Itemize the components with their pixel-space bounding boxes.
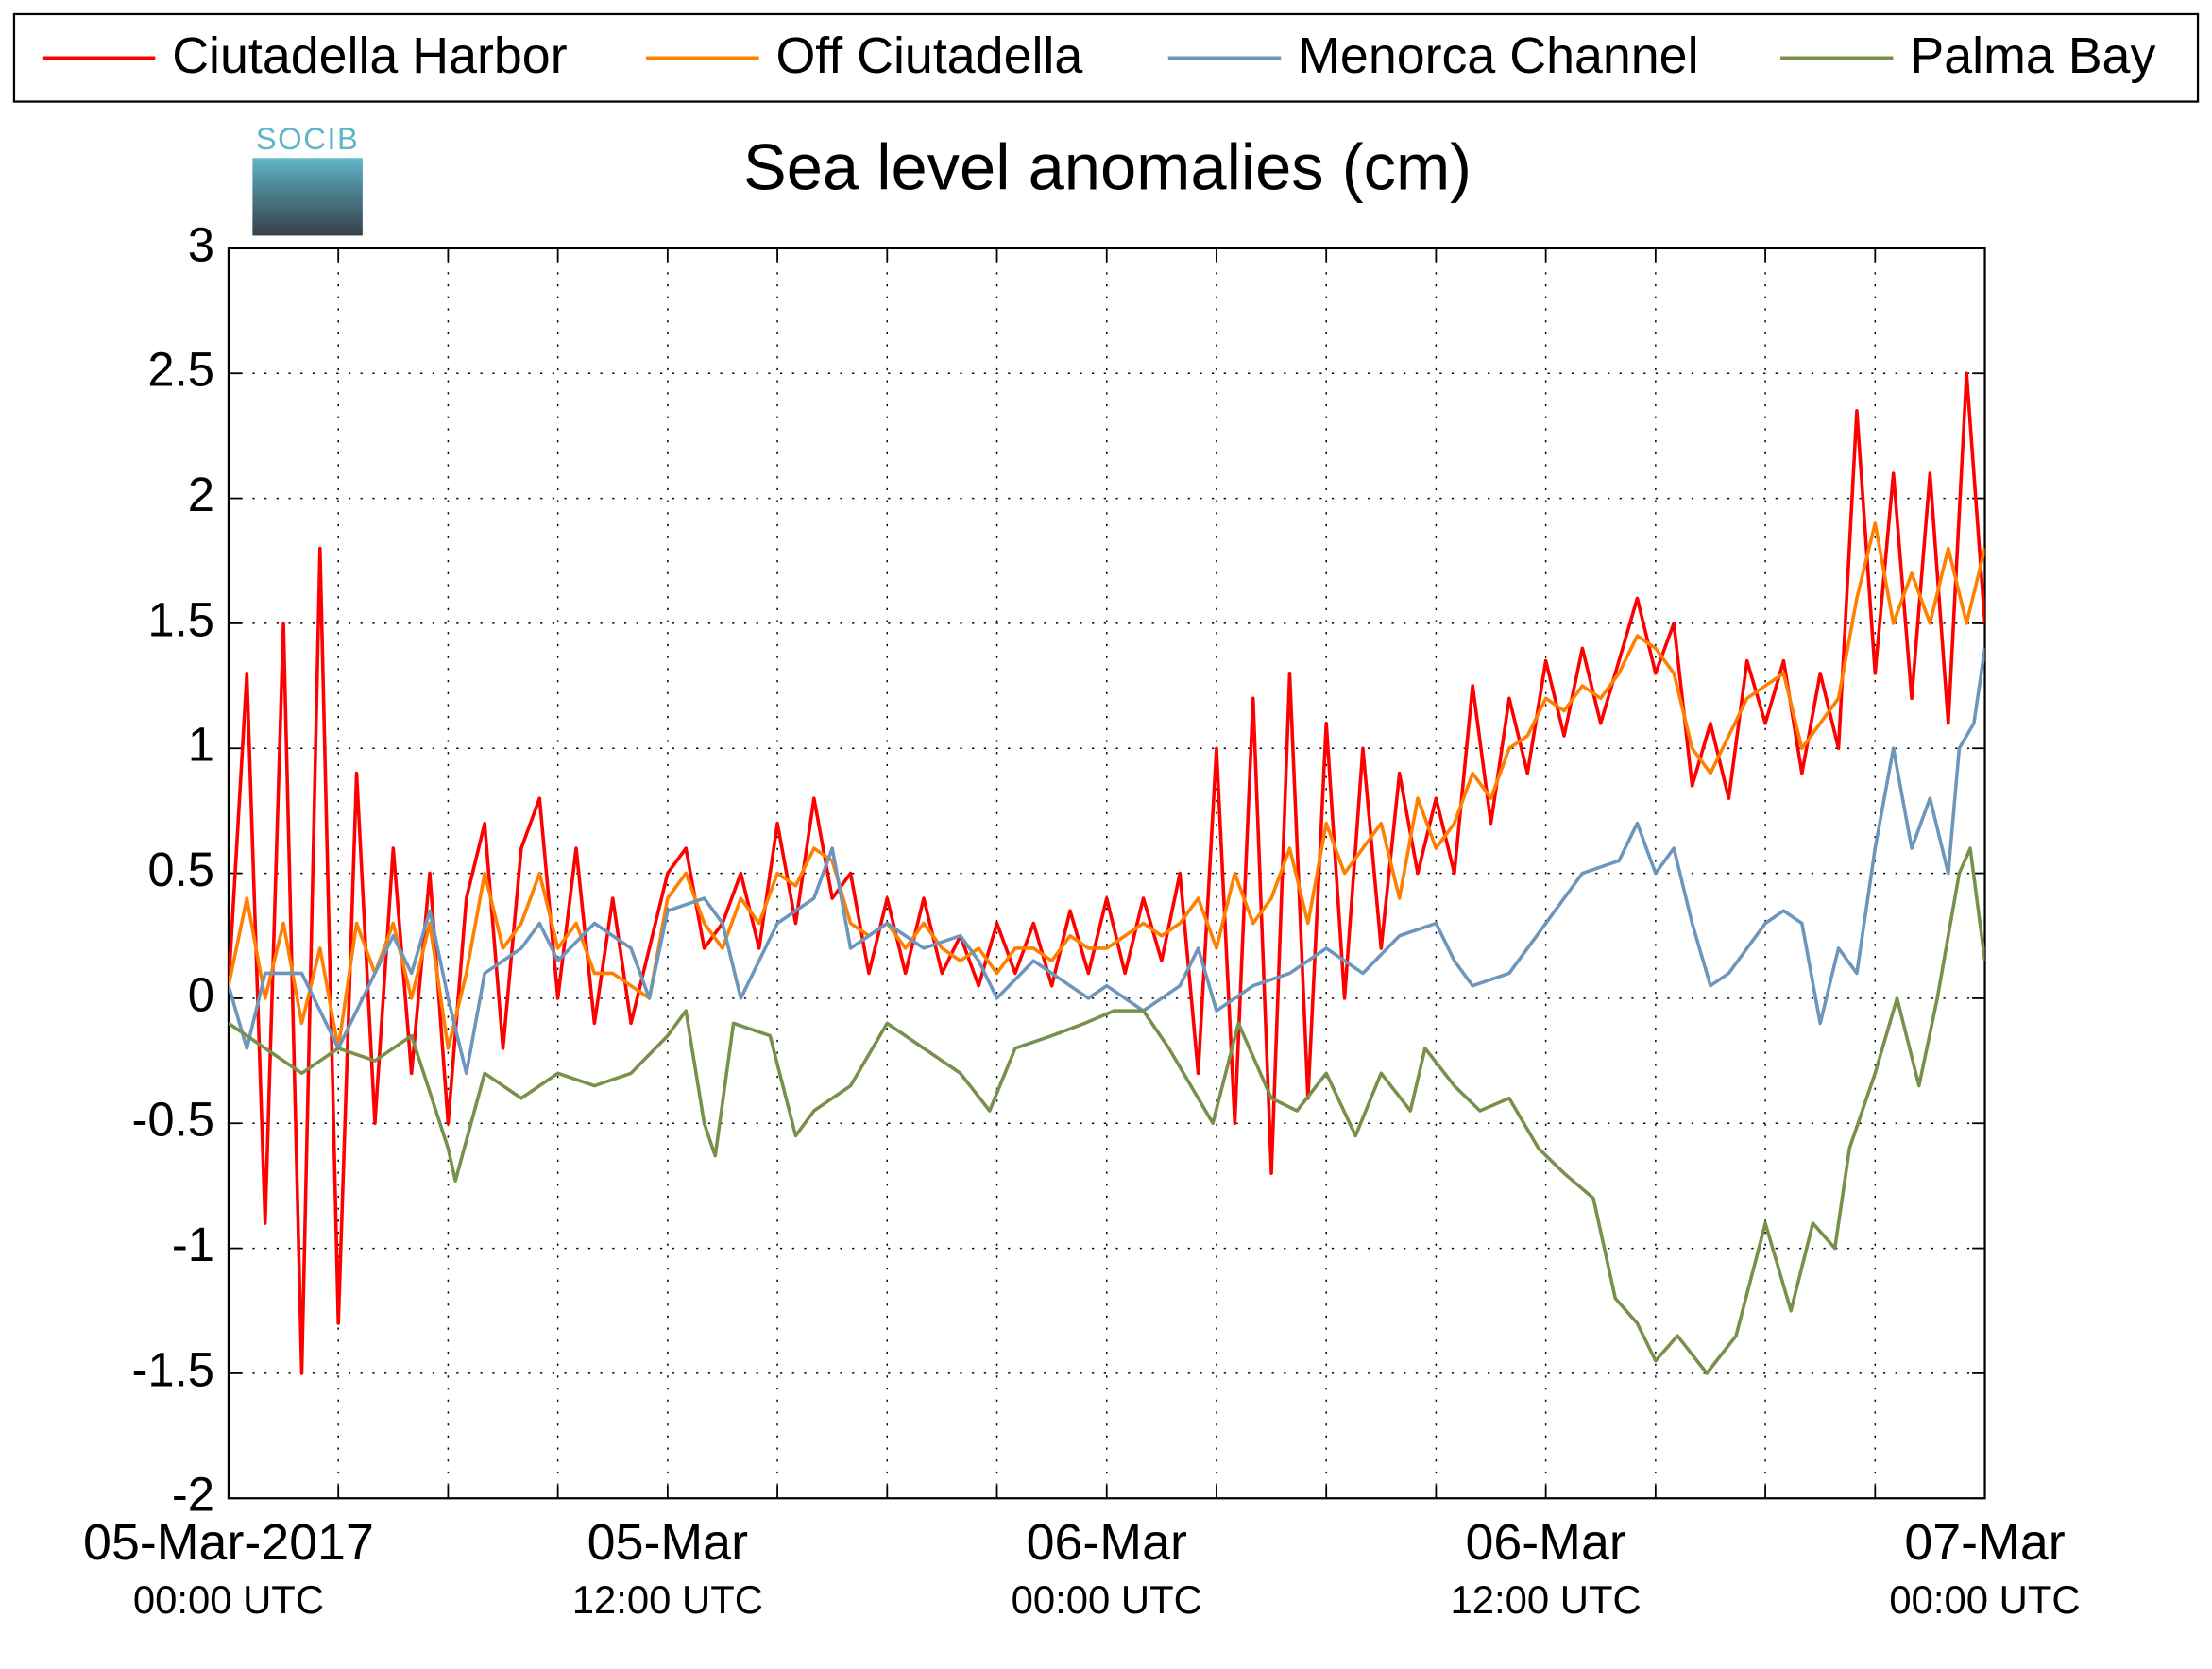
- legend-label: Palma Bay: [1910, 27, 2155, 84]
- legend-label: Ciutadella Harbor: [172, 27, 567, 84]
- legend-label: Off Ciutadella: [775, 27, 1082, 84]
- x-tick-label: 06-Mar: [1027, 1514, 1187, 1571]
- x-tick-sublabel: 00:00 UTC: [133, 1577, 324, 1622]
- x-tick-label: 07-Mar: [1904, 1514, 2065, 1571]
- y-tick-label: 0.5: [147, 843, 214, 896]
- x-tick-sublabel: 12:00 UTC: [572, 1577, 763, 1622]
- y-tick-label: 2: [188, 468, 214, 521]
- y-tick-label: 3: [188, 217, 214, 271]
- y-tick-label: 2.5: [147, 343, 214, 397]
- y-tick-label: -1.5: [132, 1342, 214, 1396]
- y-tick-label: 1.5: [147, 592, 214, 646]
- series-line: [228, 371, 1985, 1375]
- x-tick-sublabel: 00:00 UTC: [1012, 1577, 1202, 1622]
- series-line: [228, 521, 1985, 1050]
- y-tick-label: -0.5: [132, 1093, 214, 1147]
- x-tick-label: 05-Mar: [587, 1514, 748, 1571]
- y-tick-label: -2: [172, 1468, 214, 1522]
- chart-title: Sea level anomalies (cm): [743, 130, 1472, 203]
- logo-text: SOCIB: [256, 121, 360, 156]
- x-tick-sublabel: 00:00 UTC: [1889, 1577, 2080, 1622]
- x-tick-label: 05-Mar-2017: [83, 1514, 374, 1571]
- logo-image: [252, 158, 363, 236]
- x-tick-label: 06-Mar: [1465, 1514, 1625, 1571]
- y-tick-label: -1: [172, 1218, 214, 1271]
- y-tick-label: 1: [188, 718, 214, 772]
- legend-label: Menorca Channel: [1298, 27, 1698, 84]
- series-line: [228, 846, 1985, 1375]
- y-tick-label: 0: [188, 967, 214, 1021]
- x-tick-sublabel: 12:00 UTC: [1451, 1577, 1642, 1622]
- logo: SOCIB: [252, 121, 363, 236]
